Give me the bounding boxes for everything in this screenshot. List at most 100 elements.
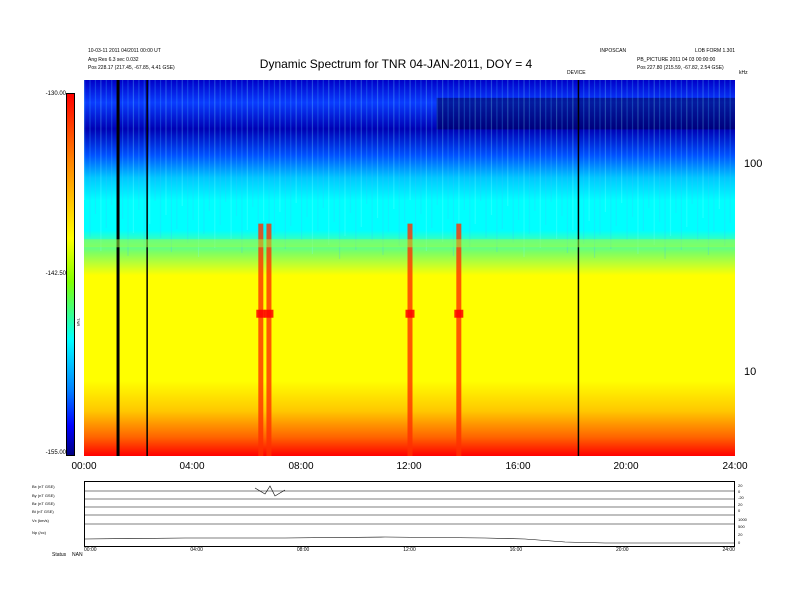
x-tick-label: 12:00	[396, 461, 422, 472]
panel-right-label: 0	[738, 540, 741, 545]
streak	[360, 80, 362, 227]
streak	[452, 80, 455, 256]
streak	[219, 80, 221, 225]
density-trace	[84, 536, 734, 544]
streak	[436, 80, 438, 205]
y-tick-label: 10	[744, 366, 757, 378]
streak	[659, 80, 661, 222]
streak	[290, 80, 292, 226]
burst-column	[407, 223, 413, 456]
streak	[566, 80, 569, 253]
streak	[371, 80, 373, 241]
streak	[539, 80, 541, 248]
streak	[534, 80, 536, 211]
panel-right-label: 20	[738, 483, 743, 488]
streak	[680, 80, 682, 250]
dark-band	[436, 97, 735, 130]
colorbar	[66, 93, 75, 456]
panel-label: Bx (nT GSE)	[32, 484, 55, 489]
streak	[664, 80, 666, 259]
streak	[263, 80, 265, 221]
header-right-line1: INPOSCAN	[600, 48, 627, 54]
panel-label: Np (/cc)	[32, 530, 46, 535]
streak	[431, 80, 433, 228]
streak	[518, 80, 520, 220]
streak	[94, 80, 97, 214]
streak	[474, 80, 476, 224]
streak	[572, 80, 574, 230]
streak	[507, 80, 509, 206]
streak	[127, 80, 129, 256]
streak	[344, 80, 346, 236]
streak	[496, 80, 498, 252]
burst-trace	[254, 485, 286, 497]
spectrum-marks	[84, 80, 735, 456]
streak	[170, 80, 172, 252]
streak	[550, 80, 552, 202]
header-device-label: DEVICE	[567, 70, 586, 76]
streak	[105, 80, 107, 228]
panel-label: By (nT GSE)	[32, 493, 55, 498]
streak	[702, 80, 704, 218]
streak	[599, 80, 601, 235]
panel-right-label: 20	[738, 502, 743, 507]
streak	[420, 80, 422, 214]
panel-label: Bt (nT GSE)	[32, 509, 54, 514]
streak	[176, 80, 178, 229]
streak	[159, 80, 162, 238]
streak	[593, 80, 596, 258]
streak	[414, 80, 417, 237]
streak	[425, 80, 427, 251]
streak	[317, 80, 319, 231]
panel-footer-label: Status	[52, 552, 67, 558]
streak	[626, 80, 628, 240]
burst-column	[456, 223, 462, 456]
vertical-line	[577, 80, 580, 456]
streak	[246, 80, 248, 230]
streak	[100, 80, 102, 251]
streak	[469, 80, 471, 247]
streak	[197, 80, 200, 257]
streak	[442, 80, 444, 242]
panel-x-ticks: 00:00 04:00 08:00 12:00 16:00 20:00 24:0…	[84, 547, 735, 553]
streak	[154, 80, 156, 201]
panel-right-label: 20	[738, 532, 743, 537]
streak	[631, 80, 634, 217]
streak	[225, 80, 227, 202]
streak	[187, 80, 189, 243]
colorbar-mid-label: -142.50	[45, 271, 66, 277]
panel-x-tick: 00:00	[84, 547, 97, 553]
panel-x-tick: 16:00	[509, 547, 523, 553]
streak	[604, 80, 606, 212]
streak	[697, 80, 699, 241]
streak	[366, 80, 368, 204]
streak	[252, 80, 254, 207]
streak	[501, 80, 503, 229]
panel-right-label: 0	[738, 508, 741, 513]
panel-x-tick: 24:00	[722, 547, 735, 553]
right-units-label: kHz	[739, 70, 748, 76]
streak	[691, 80, 693, 204]
streak	[338, 80, 341, 259]
panel-label: Bz (nT GSE)	[32, 501, 55, 506]
streak	[241, 80, 243, 253]
streak	[328, 80, 330, 245]
streak	[333, 80, 335, 222]
streak	[284, 80, 286, 249]
header-info-line3: Pos 228.17 (217.45, -67.85, 4.41 GSE)	[88, 65, 175, 71]
streak	[295, 80, 297, 203]
streak	[138, 80, 140, 210]
streak	[398, 80, 400, 246]
burst-spot	[454, 309, 464, 318]
colorbar-max-label: -130.00	[45, 91, 66, 97]
colorbar-min-label: -155.00	[45, 450, 66, 456]
streak	[306, 80, 308, 217]
streak	[235, 80, 238, 216]
streak	[143, 80, 145, 247]
boundary-band	[84, 239, 735, 248]
burst-spot	[256, 309, 266, 318]
vertical-line	[116, 80, 120, 456]
streak	[165, 80, 167, 215]
streak	[653, 80, 655, 245]
streak	[355, 80, 357, 250]
